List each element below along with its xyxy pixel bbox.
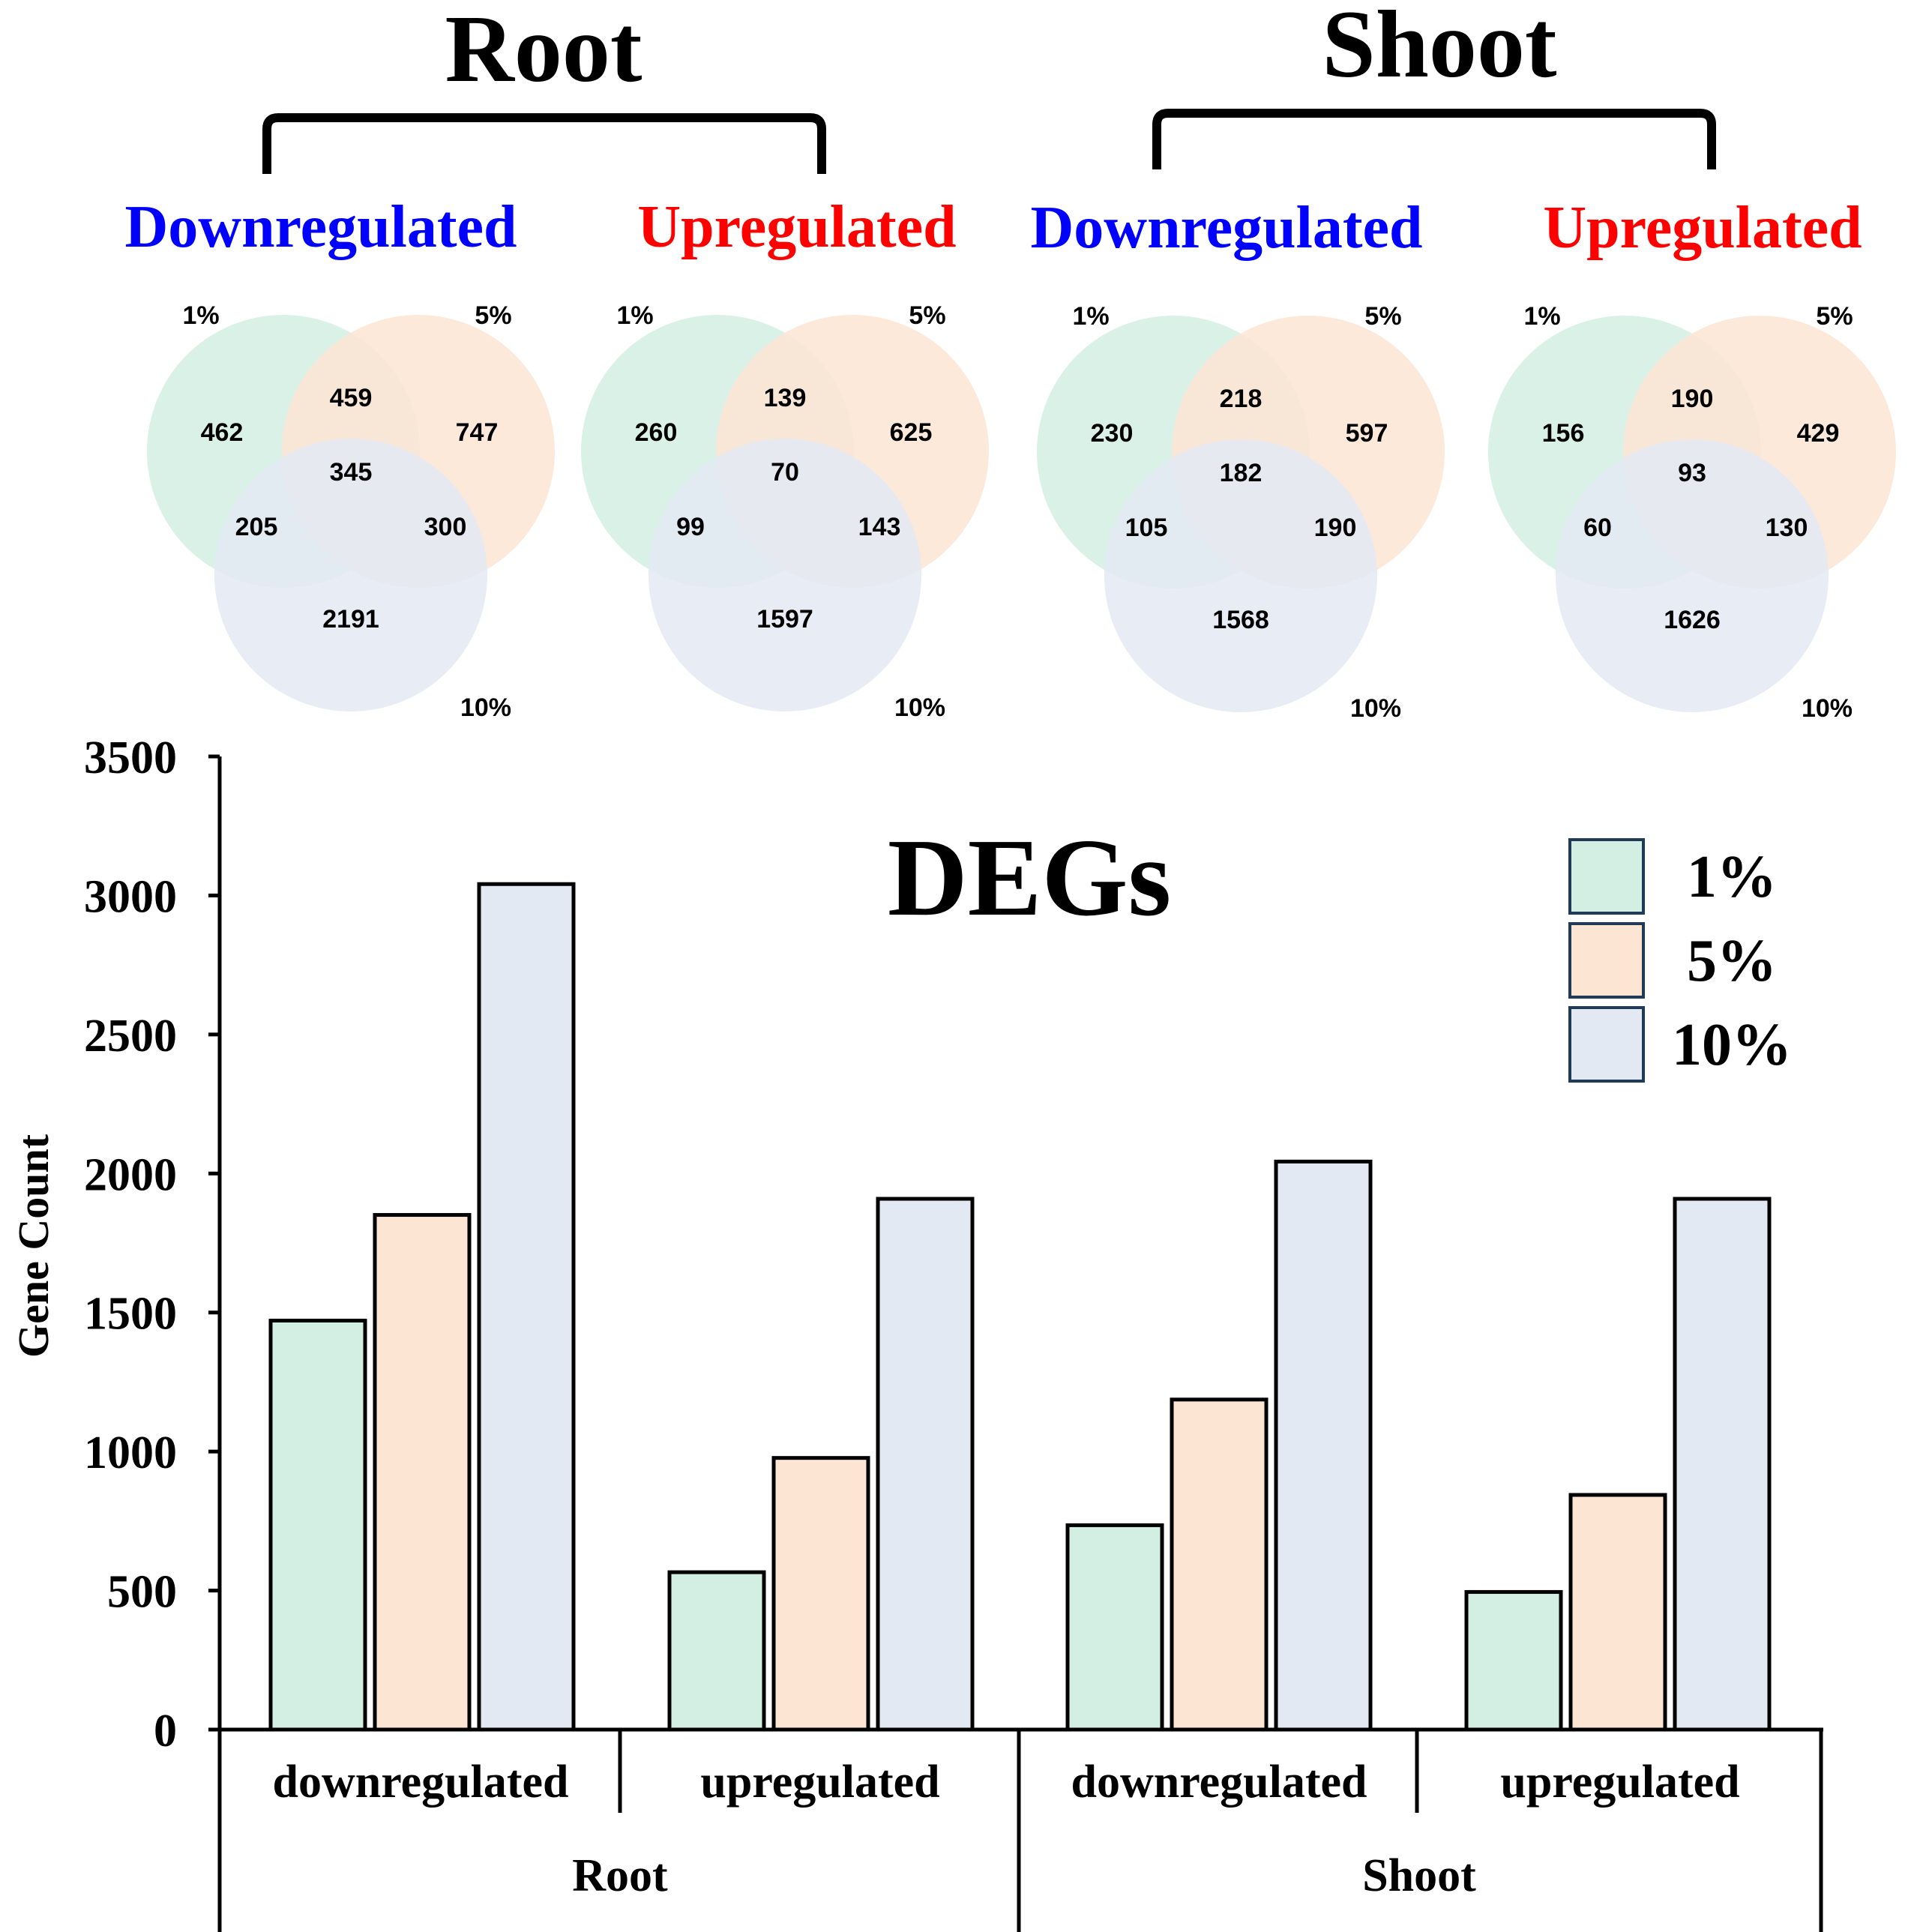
- venn-shoot-up: Upregulated 1% 5% 10% 156 429 190 93 60 …: [1488, 195, 1896, 723]
- venn-circle-10pct: [1104, 439, 1377, 712]
- x-group-label: Shoot: [1362, 1850, 1476, 1901]
- y-tick-label: 2500: [84, 1011, 177, 1062]
- venn-region-5pct-only: 429: [1797, 419, 1840, 448]
- venn-title: Downregulated: [125, 194, 517, 260]
- y-tick-label: 500: [107, 1567, 177, 1618]
- bar-root-upregulated-1pct: [667, 1570, 766, 1732]
- venn-title: Upregulated: [637, 194, 956, 260]
- legend-label: 5%: [1687, 928, 1777, 994]
- venn-region-1pct-only: 260: [635, 418, 678, 447]
- venn-region-10pct-only: 1626: [1664, 606, 1721, 634]
- shoot-header: Shoot: [1322, 0, 1557, 97]
- venn-region-1-5: 190: [1671, 385, 1714, 413]
- venn-set-label-5pct: 5%: [909, 301, 945, 330]
- venn-region-5-10: 300: [424, 513, 467, 541]
- venn-region-5-10: 190: [1314, 514, 1357, 542]
- venn-region-10pct-only: 1597: [756, 605, 813, 634]
- venn-region-1-10: 60: [1583, 514, 1612, 542]
- venn-set-label-5pct: 5%: [475, 301, 511, 330]
- x-category-label: downregulated: [1071, 1757, 1367, 1808]
- bar-shoot-upregulated-5pct: [1568, 1493, 1667, 1732]
- venn-region-1-10: 99: [676, 513, 705, 541]
- legend-swatch: [1568, 922, 1645, 999]
- bar-root-upregulated-10pct: [876, 1197, 975, 1732]
- bar-chart: DEGs Gene Count 0 500 1000 1500 2000 2500 3000…: [9, 732, 1823, 1932]
- venn-set-label-1pct: 1%: [182, 301, 219, 330]
- venn-region-5pct-only: 747: [456, 418, 499, 447]
- venn-set-label-5pct: 5%: [1816, 302, 1853, 331]
- bar-shoot-upregulated-10pct: [1673, 1197, 1772, 1732]
- venn-set-label-10pct: 10%: [1350, 694, 1401, 723]
- venn-set-label-10pct: 10%: [460, 693, 511, 722]
- venn-set-label-1pct: 1%: [616, 301, 653, 330]
- root-bracket: [262, 113, 826, 174]
- x-axis-categories: downregulated upregulated downregulated upr…: [217, 1730, 1823, 1932]
- bar-shoot-downregulated-5pct: [1170, 1397, 1269, 1732]
- venn-set-label-1pct: 1%: [1072, 302, 1109, 331]
- legend-swatch: [1568, 838, 1645, 915]
- x-category-label: upregulated: [700, 1757, 939, 1808]
- venn-region-1-5: 459: [330, 384, 373, 412]
- y-tick-label: 3500: [84, 732, 177, 783]
- venn-root-up: Upregulated 1% 5% 10% 260 625 139 70 99 …: [581, 194, 989, 722]
- bar-root-downregulated-1pct: [268, 1318, 367, 1732]
- venn-region-5pct-only: 625: [890, 418, 933, 447]
- venn-region-10pct-only: 1568: [1212, 606, 1269, 634]
- venn-region-all: 93: [1678, 459, 1706, 487]
- venn-region-10pct-only: 2191: [322, 605, 379, 634]
- y-tick-label: 3000: [84, 871, 177, 922]
- venn-set-label-10pct: 10%: [894, 693, 945, 722]
- venn-title: Downregulated: [1031, 195, 1423, 261]
- venn-shoot-down: Downregulated 1% 5% 10% 230 597 218 182 …: [1031, 195, 1445, 723]
- venn-region-all: 345: [330, 458, 373, 487]
- venn-title: Upregulated: [1543, 195, 1862, 261]
- venn-set-label-10pct: 10%: [1802, 694, 1853, 723]
- chart-title: DEGs: [888, 816, 1171, 939]
- bar-root-downregulated-5pct: [373, 1213, 472, 1732]
- venn-set-label-5pct: 5%: [1364, 302, 1401, 331]
- venn-circle-10pct: [214, 439, 487, 711]
- shoot-bracket: [1152, 109, 1716, 169]
- y-axis-ticks: 0 500 1000 1500 2000 2500 3000 3500: [84, 732, 220, 1757]
- venn-region-1pct-only: 462: [201, 418, 244, 447]
- venn-set-label-1pct: 1%: [1523, 302, 1560, 331]
- legend: 1% 5% 10%: [1568, 838, 1792, 1083]
- venn-region-all: 70: [771, 458, 799, 487]
- venn-region-5pct-only: 597: [1346, 419, 1388, 448]
- venn-root-down: Downregulated 1% 5% 10% 462 747 459 345 …: [125, 194, 555, 722]
- bar-root-upregulated-5pct: [771, 1456, 870, 1732]
- legend-label: 10%: [1672, 1012, 1792, 1078]
- venn-row: Downregulated 1% 5% 10% 462 747 459 345 …: [125, 194, 1896, 723]
- x-category-label: upregulated: [1500, 1757, 1739, 1808]
- venn-region-1-5: 218: [1220, 385, 1263, 413]
- bar-shoot-downregulated-1pct: [1065, 1523, 1164, 1732]
- bar-shoot-upregulated-1pct: [1464, 1589, 1563, 1732]
- y-tick-label: 0: [154, 1706, 177, 1757]
- venn-region-1-10: 105: [1125, 514, 1168, 542]
- venn-region-all: 182: [1220, 459, 1263, 487]
- bars: [268, 882, 1772, 1732]
- bar-shoot-downregulated-10pct: [1274, 1159, 1373, 1732]
- root-header: Root: [445, 0, 642, 102]
- y-tick-label: 2000: [84, 1149, 177, 1200]
- venn-region-5-10: 130: [1766, 514, 1808, 542]
- bar-root-downregulated-10pct: [477, 882, 576, 1732]
- legend-label: 1%: [1687, 844, 1777, 910]
- venn-circle-10pct: [1556, 439, 1829, 712]
- y-axis-label: Gene Count: [9, 1134, 58, 1358]
- venn-region-1-5: 139: [764, 384, 807, 412]
- x-group-label: Root: [572, 1850, 668, 1901]
- venn-circle-10pct: [648, 439, 921, 711]
- x-category-label: downregulated: [272, 1757, 568, 1808]
- venn-region-1pct-only: 230: [1091, 419, 1134, 448]
- y-tick-label: 1500: [84, 1289, 177, 1340]
- venn-region-1pct-only: 156: [1542, 419, 1585, 448]
- legend-swatch: [1568, 1006, 1645, 1083]
- venn-region-5-10: 143: [858, 513, 901, 541]
- venn-region-1-10: 205: [235, 513, 278, 541]
- y-tick-label: 1000: [84, 1427, 177, 1478]
